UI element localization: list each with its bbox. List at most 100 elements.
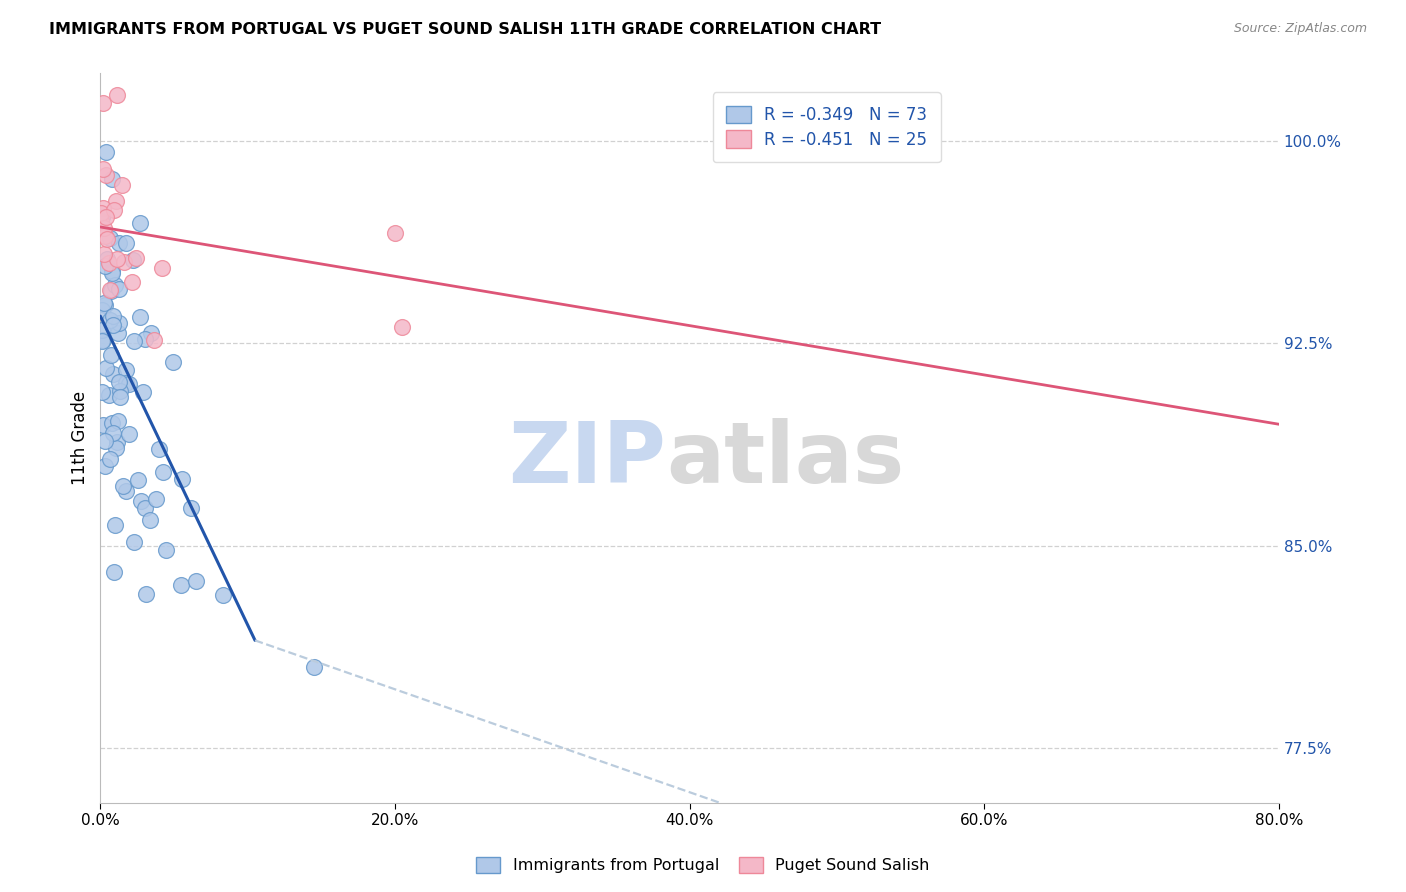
Point bbox=[170, 578, 193, 592]
Point bbox=[162, 355, 184, 369]
Point bbox=[91, 162, 114, 177]
Point bbox=[107, 326, 129, 341]
Point bbox=[211, 588, 233, 602]
Point bbox=[98, 388, 121, 402]
Point bbox=[100, 348, 122, 362]
Point bbox=[122, 535, 145, 549]
Point bbox=[101, 426, 124, 441]
Point bbox=[145, 492, 167, 507]
Point bbox=[101, 309, 124, 323]
Point bbox=[129, 216, 152, 230]
Legend: R = -0.349   N = 73, R = -0.451   N = 25: R = -0.349 N = 73, R = -0.451 N = 25 bbox=[713, 92, 941, 162]
Point bbox=[105, 252, 128, 266]
Point bbox=[103, 318, 125, 332]
Point bbox=[96, 232, 118, 246]
Point bbox=[101, 266, 124, 280]
Point bbox=[94, 434, 117, 449]
Point bbox=[391, 319, 413, 334]
Point bbox=[384, 227, 406, 241]
Point bbox=[125, 251, 148, 265]
Point bbox=[127, 473, 149, 487]
Point bbox=[108, 390, 131, 404]
Text: atlas: atlas bbox=[666, 418, 904, 501]
Point bbox=[97, 255, 120, 269]
Point bbox=[134, 332, 156, 346]
Point bbox=[105, 87, 128, 102]
Point bbox=[107, 316, 129, 330]
Point bbox=[132, 385, 155, 400]
Point bbox=[184, 574, 207, 589]
Point bbox=[139, 326, 162, 340]
Point bbox=[142, 333, 165, 347]
Point bbox=[111, 178, 134, 192]
Point bbox=[91, 210, 114, 224]
Point bbox=[104, 517, 127, 532]
Point bbox=[118, 426, 141, 441]
Point bbox=[100, 264, 122, 278]
Point bbox=[122, 334, 145, 348]
Point bbox=[170, 472, 193, 486]
Point bbox=[90, 214, 112, 228]
Point bbox=[103, 203, 125, 218]
Point bbox=[91, 303, 114, 318]
Point bbox=[155, 543, 177, 558]
Point bbox=[115, 376, 138, 390]
Point bbox=[148, 442, 170, 456]
Point bbox=[96, 168, 118, 182]
Point bbox=[91, 334, 114, 349]
Point bbox=[93, 246, 115, 260]
Point bbox=[129, 310, 152, 324]
Legend: Immigrants from Portugal, Puget Sound Salish: Immigrants from Portugal, Puget Sound Sa… bbox=[470, 850, 936, 880]
Point bbox=[101, 416, 124, 430]
Point bbox=[152, 465, 174, 479]
Text: IMMIGRANTS FROM PORTUGAL VS PUGET SOUND SALISH 11TH GRADE CORRELATION CHART: IMMIGRANTS FROM PORTUGAL VS PUGET SOUND … bbox=[49, 22, 882, 37]
Point bbox=[93, 202, 115, 216]
Y-axis label: 11th Grade: 11th Grade bbox=[72, 391, 89, 485]
Point bbox=[101, 368, 124, 382]
Point bbox=[114, 363, 136, 377]
Point bbox=[93, 220, 115, 235]
Point bbox=[122, 252, 145, 267]
Point bbox=[93, 95, 115, 110]
Point bbox=[90, 206, 112, 220]
Point bbox=[302, 660, 325, 674]
Point bbox=[93, 228, 115, 243]
Point bbox=[94, 361, 117, 376]
Point bbox=[118, 376, 141, 391]
Point bbox=[150, 261, 173, 276]
Point bbox=[139, 513, 162, 527]
Point bbox=[112, 254, 135, 268]
Point bbox=[180, 501, 202, 516]
Point bbox=[108, 282, 131, 296]
Point bbox=[129, 494, 152, 508]
Point bbox=[90, 323, 112, 337]
Point bbox=[98, 231, 121, 245]
Text: ZIP: ZIP bbox=[509, 418, 666, 501]
Point bbox=[96, 252, 118, 267]
Point bbox=[94, 459, 117, 474]
Point bbox=[91, 385, 114, 400]
Point bbox=[108, 375, 131, 389]
Point bbox=[91, 417, 114, 432]
Point bbox=[93, 295, 115, 310]
Point bbox=[96, 145, 118, 160]
Point bbox=[112, 479, 135, 493]
Point bbox=[98, 452, 121, 467]
Point bbox=[108, 236, 131, 251]
Point bbox=[103, 565, 125, 579]
Point bbox=[98, 283, 121, 297]
Point bbox=[104, 277, 127, 292]
Point bbox=[91, 333, 114, 347]
Text: Source: ZipAtlas.com: Source: ZipAtlas.com bbox=[1233, 22, 1367, 36]
Point bbox=[121, 275, 143, 289]
Point bbox=[115, 483, 138, 498]
Point bbox=[96, 211, 118, 225]
Point bbox=[94, 259, 117, 273]
Point bbox=[98, 312, 121, 326]
Point bbox=[108, 384, 131, 398]
Point bbox=[135, 587, 157, 601]
Point bbox=[134, 500, 156, 515]
Point bbox=[105, 441, 128, 455]
Point bbox=[107, 414, 129, 428]
Point bbox=[94, 298, 117, 312]
